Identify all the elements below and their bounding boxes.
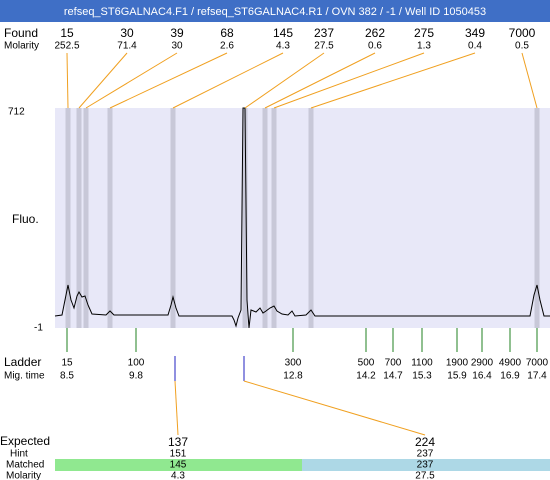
expected-connector [243,380,426,436]
found-molarity: 4.3 [276,41,290,52]
ladder-mig: 17.4 [527,371,547,382]
y-max: 712 [8,107,25,118]
ladder-mig: 15.9 [447,371,467,382]
found-molarity: 0.5 [515,41,529,52]
expected-molarity: 4.3 [171,471,185,480]
connector [264,52,376,109]
ladder-size: 7000 [526,358,549,369]
peak-band [76,108,82,328]
expected-molarity: 27.5 [415,471,435,480]
header-title: refseq_ST6GALNAC4.F1 / refseq_ST6GALNAC4… [64,6,486,18]
trace [54,107,550,329]
peak-band [308,108,314,328]
found-molarity: 71.4 [117,41,137,52]
peak-band [242,108,248,328]
peak-band [107,108,113,328]
found-size: 15 [60,26,74,40]
found-size: 68 [220,26,234,40]
expected-connector [174,380,179,436]
expected-label: Expected [0,434,50,448]
peak-band [170,108,176,328]
ladder-size: 15 [61,358,73,369]
mig-label: Mig. time [4,371,45,382]
connector [172,52,284,109]
found-molarity: 30 [171,41,183,52]
hint: 237 [417,449,434,460]
ladder-size: 4900 [499,358,522,369]
found-size: 275 [414,26,434,40]
peak-band [271,108,277,328]
found-size: 237 [314,26,334,40]
ladder-size: 700 [385,358,402,369]
matched: 145 [170,460,187,471]
found-size: 39 [170,26,184,40]
header-bar [0,0,550,22]
ladder-size: 500 [358,358,375,369]
hint: 151 [170,449,187,460]
found-size: 145 [273,26,293,40]
found-molarity: 252.5 [54,41,79,52]
found-molarity: 0.4 [468,41,482,52]
peak-band [262,108,268,328]
ladder-mig: 8.5 [60,371,74,382]
ladder-size: 1100 [411,358,433,369]
peak-bands [65,108,540,328]
connector [85,52,178,109]
ladder-mig: 14.2 [356,371,376,382]
ladder-mig: 9.8 [129,371,143,382]
ladder-mig: 16.9 [500,371,520,382]
plot-area [55,108,550,328]
peak-band [534,108,540,328]
ladder-mig: 15.3 [412,371,432,382]
matched: 237 [417,460,434,471]
ladder-size: 300 [285,358,302,369]
found-size: 262 [365,26,385,40]
ladder-mig: 14.7 [383,371,403,382]
ladder-size: 100 [128,358,145,369]
connector [273,52,425,109]
y-label: Fluo. [12,212,39,226]
connector [310,52,476,109]
expected-size: 137 [168,435,188,449]
found-label: Found [4,26,38,40]
ladder-size: 2900 [471,358,494,369]
expected-size: 224 [415,435,435,449]
peak-band [83,108,89,328]
matched-band-1 [55,459,302,471]
matched-band-2 [302,459,550,471]
hint-label: Hint [10,449,28,460]
found-molarity: 0.6 [368,41,382,52]
ladder-label: Ladder [4,355,41,369]
connector [78,52,128,109]
ladder-mig: 16.4 [472,371,492,382]
found-molarity: 1.3 [417,41,431,52]
connector [521,52,538,109]
found-molarity: 2.6 [220,41,234,52]
connector [109,52,228,109]
connector [66,52,69,109]
molarity-label: Molarity [4,41,39,52]
matched-label: Matched [6,460,44,471]
ladder-mig: 12.8 [283,371,303,382]
connector [244,52,325,109]
ladder-size: 1900 [446,358,469,369]
molarity-label-2: Molarity [6,471,41,480]
peak-band [65,108,71,328]
found-size: 7000 [509,26,536,40]
found-size: 349 [465,26,485,40]
found-molarity: 27.5 [314,41,334,52]
y-min: -1 [34,323,43,334]
found-size: 30 [120,26,134,40]
